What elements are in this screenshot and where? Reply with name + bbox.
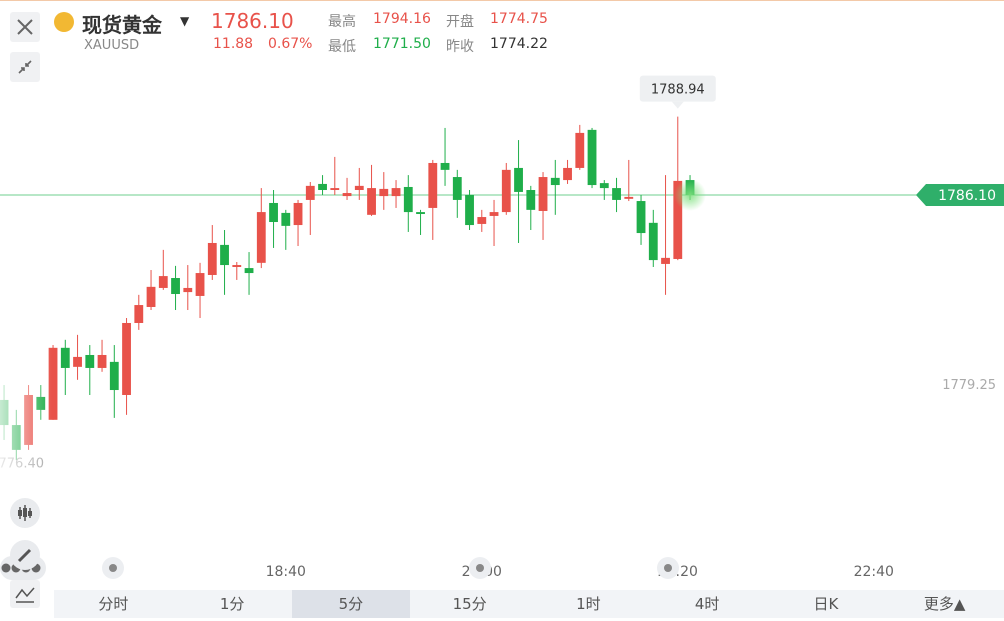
candle-tool[interactable] [10, 498, 40, 528]
period-tab[interactable]: 5分 [291, 590, 411, 618]
candle-body [428, 162, 438, 208]
candle-body [648, 222, 658, 261]
candle-body [171, 278, 180, 295]
instrument-name[interactable]: 现货黄金 [82, 13, 162, 37]
indicator-tool[interactable] [10, 580, 40, 608]
price: 1786.10 [211, 9, 294, 33]
candle-body [354, 185, 364, 191]
candle-body [342, 193, 352, 197]
axis-dot [109, 564, 117, 572]
candle-body [305, 185, 315, 200]
gold-icon [54, 12, 74, 32]
change-pct: 0.67% [268, 36, 313, 52]
candle-body [60, 347, 70, 368]
candle-body [158, 276, 168, 288]
candle-body [575, 132, 585, 168]
candle-body [514, 167, 523, 192]
candle-body [244, 268, 254, 274]
symbol: XAUUSD [84, 38, 140, 53]
x-tick-label: 18:40 [266, 564, 306, 580]
dots-tool [1, 563, 11, 573]
candle-body [440, 162, 450, 170]
last-price-tag [916, 183, 1004, 206]
period-tab[interactable]: 1分 [219, 595, 245, 613]
period-tabs: 分时 1分 5分 15分 1时 4时 日K 更多▲ [54, 590, 1004, 618]
candle-body [391, 188, 401, 197]
candle-body [538, 177, 548, 211]
stat-value: 1774.22 [490, 36, 548, 52]
candle-body [207, 242, 217, 275]
stat-label: 最低 [328, 39, 356, 55]
candle-body [48, 347, 58, 420]
candle-body [73, 356, 82, 367]
candle-body [465, 194, 474, 226]
candle-body [183, 287, 193, 293]
chart: 1779.251776.4018:4020:0021:2022:401788.9… [0, 0, 1004, 580]
candle-body [367, 188, 376, 215]
stat-value: 1794.16 [373, 11, 431, 27]
candle-body [134, 305, 144, 323]
stat-label: 昨收 [446, 39, 474, 55]
period-tab[interactable]: 更多▲ [923, 595, 966, 613]
candle-body [269, 202, 278, 223]
close-button[interactable] [10, 12, 40, 42]
candle-body [403, 186, 413, 213]
change: 11.88 [213, 36, 254, 52]
max-label-box [639, 75, 716, 102]
period-tab[interactable]: 4时 [694, 595, 720, 613]
period-tab[interactable]: 1时 [576, 595, 601, 613]
candle-body [599, 183, 609, 189]
stat-value: 1774.75 [490, 11, 548, 27]
x-tick-label: 22:40 [854, 564, 894, 580]
candle-body [550, 177, 560, 186]
stat-value: 1771.50 [373, 36, 431, 52]
max-label-pointer [671, 101, 684, 109]
candle-body [318, 183, 327, 191]
dropdown-arrow[interactable]: ▼ [180, 14, 190, 28]
candle-body [256, 212, 266, 263]
candle-body [109, 361, 119, 391]
axis-dot [664, 564, 672, 572]
candle-body [612, 188, 621, 200]
candle-body [563, 167, 572, 181]
candle-body [330, 188, 340, 191]
candle-body [673, 180, 683, 259]
candle-body [379, 188, 389, 197]
candle-body [452, 177, 462, 200]
candle-body [661, 257, 670, 264]
candle-body [195, 273, 205, 296]
candle-body [501, 169, 511, 213]
candle-body [526, 190, 536, 210]
stat-label: 开盘 [446, 14, 474, 30]
candle-body [97, 354, 107, 368]
left-fade [0, 330, 52, 490]
period-tab[interactable]: 分时 [98, 595, 129, 613]
candle-body [416, 212, 425, 215]
last-price-label: 1786.10 [938, 188, 996, 204]
candle-body [220, 244, 229, 266]
y-tick-label: 1779.25 [942, 378, 996, 393]
candle-body [122, 322, 131, 395]
candle-body [146, 286, 156, 307]
candle-body [477, 217, 487, 224]
candle-body [281, 212, 291, 226]
candle-body [636, 201, 646, 234]
candle-body [293, 202, 303, 226]
shrink-button[interactable] [10, 52, 40, 82]
stat-label: 最高 [328, 14, 356, 30]
max-label: 1788.94 [651, 83, 705, 98]
candle-body [587, 129, 597, 186]
draw-tool[interactable] [10, 540, 40, 570]
last-candle-glow [674, 178, 707, 211]
candle-body [489, 212, 499, 216]
candle-body [624, 196, 634, 199]
candle-body [232, 265, 242, 267]
candle-body [85, 354, 95, 368]
period-tab[interactable]: 15分 [452, 595, 487, 613]
axis-dot [476, 564, 484, 572]
period-tab[interactable]: 日K [813, 595, 839, 613]
